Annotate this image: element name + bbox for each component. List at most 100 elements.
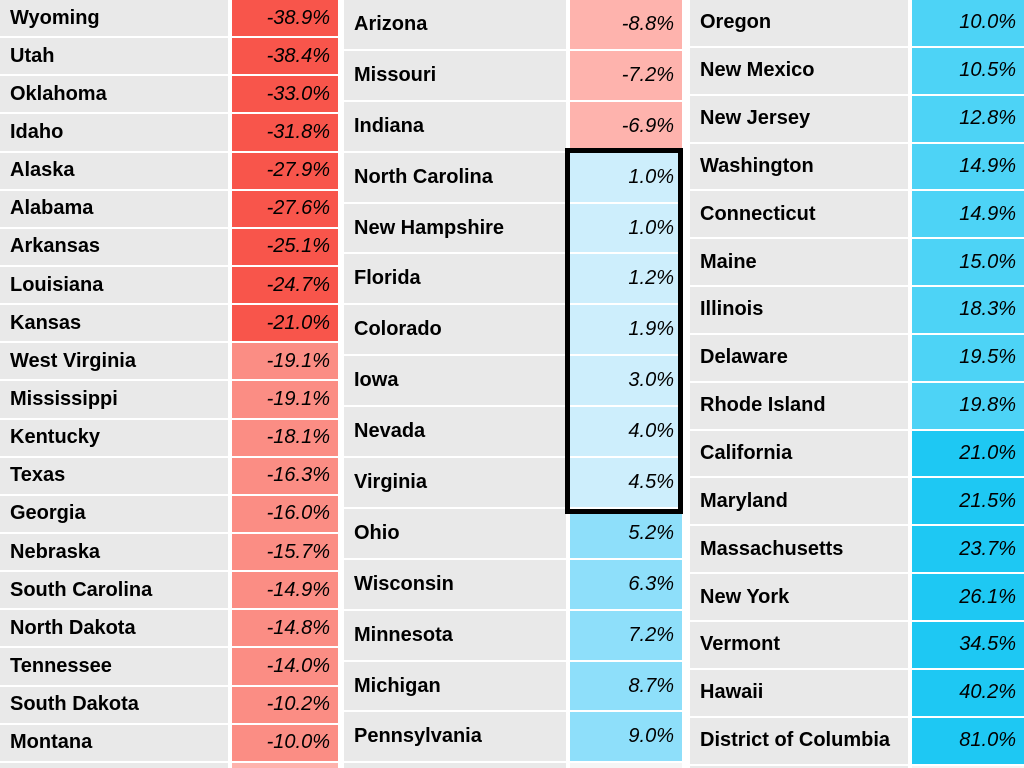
value-cell[interactable]: 14.9% xyxy=(912,191,1024,240)
state-name-cell[interactable]: Maryland xyxy=(690,478,908,527)
state-name-cell[interactable]: Connecticut xyxy=(690,191,908,240)
value-cell[interactable]: 40.2% xyxy=(912,669,1024,718)
state-name-cell[interactable]: Alabama xyxy=(0,190,228,229)
state-name-cell[interactable]: North Carolina xyxy=(344,152,566,204)
value-cell[interactable]: -6.9% xyxy=(570,101,682,153)
state-name-cell[interactable]: Arizona xyxy=(344,0,566,51)
value-cell[interactable]: -21.0% xyxy=(232,305,338,344)
value-cell[interactable]: 19.8% xyxy=(912,382,1024,431)
value-cell[interactable]: 1.9% xyxy=(570,305,682,357)
value-cell[interactable]: 1.2% xyxy=(570,254,682,306)
value-cell[interactable]: 34.5% xyxy=(912,621,1024,670)
state-name-cell[interactable]: Oklahoma xyxy=(0,76,228,115)
state-name-cell[interactable]: Nebraska xyxy=(0,533,228,573)
state-name-cell[interactable]: New Mexico xyxy=(690,47,908,96)
value-cell[interactable]: 81.0% xyxy=(912,717,1024,766)
state-name-cell[interactable]: Oregon xyxy=(690,0,908,48)
state-name-cell[interactable]: South Dakota xyxy=(0,686,228,725)
value-cell[interactable]: 26.1% xyxy=(912,574,1024,622)
state-name-cell[interactable]: Alaska xyxy=(0,152,228,191)
state-name-cell[interactable]: Washington xyxy=(690,143,908,192)
value-cell[interactable]: 18.3% xyxy=(912,287,1024,335)
value-cell[interactable]: 4.0% xyxy=(570,407,682,459)
value-cell[interactable]: -15.7% xyxy=(232,533,338,573)
value-cell[interactable]: -18.1% xyxy=(232,419,338,458)
value-cell[interactable]: -7.2% xyxy=(570,50,682,102)
state-name-cell[interactable]: Virginia xyxy=(344,458,566,509)
state-name-cell[interactable]: Iowa xyxy=(344,356,566,408)
value-cell[interactable]: 3.0% xyxy=(570,356,682,408)
value-cell[interactable]: -24.7% xyxy=(232,266,338,306)
value-cell[interactable]: -14.8% xyxy=(232,610,338,649)
state-name-cell[interactable]: West Virginia xyxy=(0,343,228,382)
state-name-cell[interactable]: Kansas xyxy=(0,305,228,344)
state-name-cell[interactable]: Kentucky xyxy=(0,419,228,458)
value-cell[interactable]: 9.0% xyxy=(570,712,682,764)
state-name-cell[interactable]: Utah xyxy=(0,38,228,77)
value-cell[interactable]: -38.9% xyxy=(232,0,338,39)
value-cell[interactable]: 23.7% xyxy=(912,526,1024,575)
value-cell[interactable]: -19.1% xyxy=(232,381,338,420)
state-name-cell[interactable]: New York xyxy=(690,574,908,622)
value-cell[interactable]: -16.0% xyxy=(232,495,338,534)
state-name-cell[interactable]: Georgia xyxy=(0,495,228,534)
state-name-cell[interactable]: Ohio xyxy=(344,508,566,560)
value-cell[interactable]: -14.9% xyxy=(232,572,338,611)
state-name-cell[interactable]: Indiana xyxy=(344,101,566,153)
state-name-cell[interactable]: District of Columbia xyxy=(690,717,908,766)
state-name-cell[interactable]: Florida xyxy=(344,254,566,306)
state-name-cell[interactable]: Michigan xyxy=(344,661,566,713)
value-cell[interactable]: 4.5% xyxy=(570,458,682,509)
value-cell[interactable]: 12.8% xyxy=(912,95,1024,144)
state-name-cell[interactable]: Colorado xyxy=(344,305,566,357)
value-cell[interactable]: 10.5% xyxy=(912,47,1024,96)
state-name-cell[interactable]: Wyoming xyxy=(0,0,228,39)
value-cell[interactable]: -27.9% xyxy=(232,152,338,191)
state-name-cell[interactable]: California xyxy=(690,430,908,479)
state-name-cell[interactable]: Rhode Island xyxy=(690,382,908,431)
value-cell[interactable]: -10.2% xyxy=(232,686,338,725)
state-name-cell[interactable]: Missouri xyxy=(344,50,566,102)
value-cell[interactable]: 21.5% xyxy=(912,478,1024,527)
state-name-cell[interactable]: Pennsylvania xyxy=(344,712,566,764)
state-name-cell[interactable]: Minnesota xyxy=(344,610,566,662)
state-name-cell[interactable]: New Hampshire xyxy=(344,203,566,255)
state-name-cell[interactable]: Maine xyxy=(690,239,908,288)
value-cell[interactable]: 10.0% xyxy=(912,0,1024,48)
state-name-cell[interactable]: Louisiana xyxy=(0,266,228,306)
state-name-cell[interactable]: Vermont xyxy=(690,621,908,670)
value-cell[interactable]: -33.0% xyxy=(232,76,338,115)
state-name-cell[interactable]: Montana xyxy=(0,724,228,763)
value-cell[interactable]: -14.0% xyxy=(232,648,338,687)
state-name-cell[interactable]: Idaho xyxy=(0,114,228,153)
state-name-cell[interactable]: Hawaii xyxy=(690,669,908,718)
value-cell[interactable]: 8.7% xyxy=(570,661,682,713)
state-name-cell[interactable]: Wisconsin xyxy=(344,559,566,611)
value-cell[interactable]: 15.0% xyxy=(912,239,1024,288)
state-name-cell[interactable]: Texas xyxy=(0,457,228,496)
value-cell[interactable]: -19.1% xyxy=(232,343,338,382)
value-cell[interactable]: -8.8% xyxy=(570,0,682,51)
value-cell[interactable]: -25.1% xyxy=(232,228,338,267)
state-name-cell[interactable]: Illinois xyxy=(690,287,908,335)
value-cell[interactable]: 5.2% xyxy=(570,508,682,560)
value-cell[interactable]: 21.0% xyxy=(912,430,1024,479)
value-cell[interactable]: -27.6% xyxy=(232,190,338,229)
state-name-cell[interactable]: North Dakota xyxy=(0,610,228,649)
state-name-cell[interactable]: South Carolina xyxy=(0,572,228,611)
state-name-cell[interactable]: New Jersey xyxy=(690,95,908,144)
state-name-cell[interactable]: Massachusetts xyxy=(690,526,908,575)
state-name-cell[interactable]: Nevada xyxy=(344,407,566,459)
value-cell[interactable]: -16.3% xyxy=(232,457,338,496)
value-cell[interactable]: 1.0% xyxy=(570,152,682,204)
state-name-cell[interactable]: Mississippi xyxy=(0,381,228,420)
state-name-cell[interactable]: Arkansas xyxy=(0,228,228,267)
value-cell[interactable]: -10.0% xyxy=(232,724,338,763)
value-cell[interactable]: 7.2% xyxy=(570,610,682,662)
value-cell[interactable]: -38.4% xyxy=(232,38,338,77)
value-cell[interactable]: 14.9% xyxy=(912,143,1024,192)
value-cell[interactable]: 19.5% xyxy=(912,334,1024,383)
value-cell[interactable]: 6.3% xyxy=(570,559,682,611)
state-name-cell[interactable]: Delaware xyxy=(690,334,908,383)
value-cell[interactable]: -31.8% xyxy=(232,114,338,153)
